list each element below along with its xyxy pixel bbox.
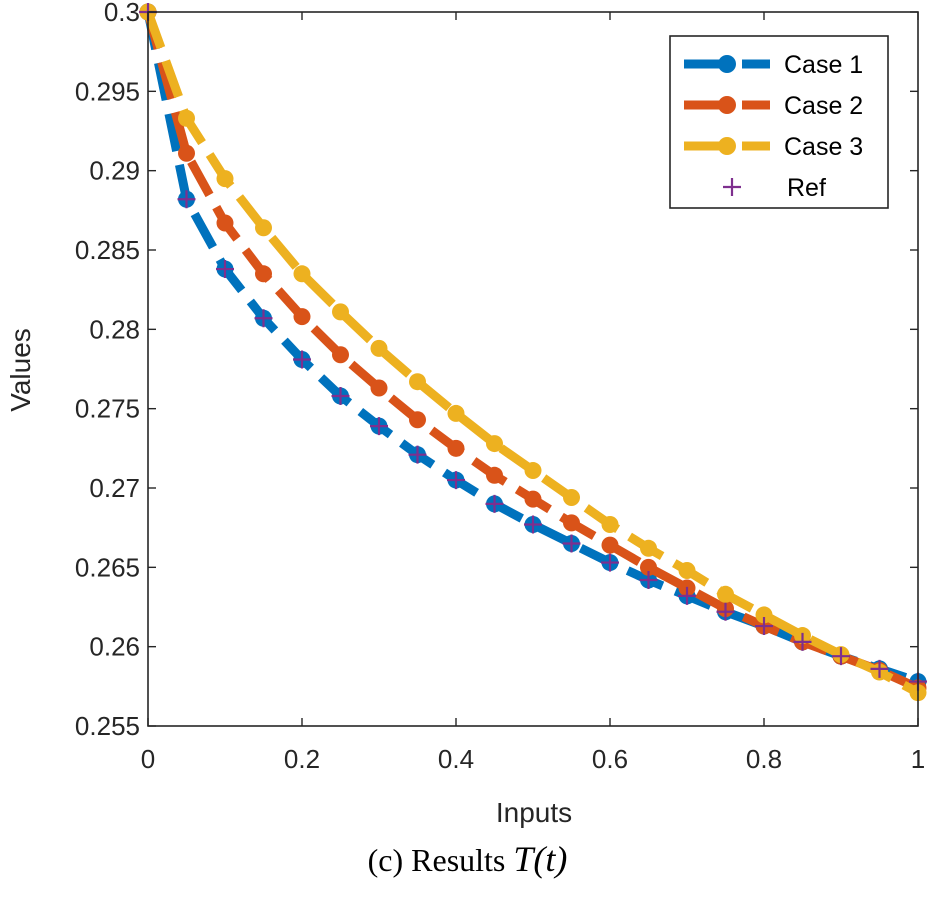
caption-prefix: (c) Results	[367, 842, 514, 878]
y-tick-label: 0.295	[75, 76, 140, 106]
legend-swatch-marker	[718, 137, 736, 155]
series-line	[143, 11, 920, 686]
legend-label: Case 3	[784, 133, 863, 161]
data-point	[601, 515, 619, 533]
data-point	[447, 404, 465, 422]
data-point	[332, 346, 349, 364]
data-point	[601, 536, 619, 554]
data-point	[793, 632, 812, 651]
data-point	[486, 466, 503, 484]
data-point	[255, 219, 272, 237]
caption-math: T(t)	[513, 839, 568, 879]
y-tick-label: 0.3	[104, 0, 140, 27]
series-line	[143, 10, 921, 697]
data-point	[178, 144, 195, 162]
data-point	[216, 214, 234, 232]
legend-label: Case 1	[784, 51, 863, 79]
data-point	[409, 373, 426, 391]
y-tick-label: 0.28	[89, 314, 140, 344]
x-tick-label: 0.6	[592, 744, 628, 774]
data-point	[870, 659, 889, 678]
data-point	[639, 571, 658, 590]
data-point	[832, 647, 850, 666]
data-point	[486, 435, 503, 453]
data-point	[447, 439, 465, 457]
y-tick-label: 0.265	[75, 552, 140, 582]
data-point	[255, 265, 272, 283]
data-point	[524, 490, 542, 508]
data-point	[678, 586, 696, 605]
data-point	[332, 303, 349, 321]
data-point	[293, 308, 311, 326]
axes-frame	[147, 11, 919, 727]
legend-entry-case-2: Case 2	[684, 92, 863, 120]
data-point	[409, 411, 426, 429]
axes: 0 0.2 0.4 0.6 0.8 1 0.255 0.26 0.265 0.27 0.275 0.2…	[75, 0, 925, 774]
data-point	[178, 109, 195, 127]
figure-caption: (c) Results T(t)	[0, 838, 935, 880]
data-point	[254, 309, 273, 328]
data-point	[755, 606, 773, 624]
y-tick-label: 0.26	[89, 632, 140, 662]
y-tick-label: 0.27	[89, 473, 140, 503]
data-point	[216, 260, 234, 279]
data-point	[293, 265, 311, 283]
data-point	[640, 558, 657, 576]
data-point	[370, 417, 388, 436]
data-point	[678, 562, 696, 580]
legend-entry-case-3: Case 3	[684, 133, 863, 161]
y-tick-label: 0.255	[75, 711, 140, 741]
y-axis-title: Values	[5, 328, 36, 412]
data-point	[331, 386, 350, 405]
data-point	[177, 190, 196, 209]
legend-label: Case 2	[784, 92, 863, 120]
x-axis-title: Inputs	[496, 797, 572, 828]
data-point	[447, 471, 465, 490]
data-point	[640, 539, 657, 557]
legend: Case 1 Case 2 Case 3 Ref	[669, 35, 889, 209]
x-tick-label: 0.2	[284, 744, 320, 774]
data-point	[408, 445, 427, 464]
line-chart: 0 0.2 0.4 0.6 0.8 1 0.255 0.26 0.265 0.27 0.275 0.2…	[5, 0, 927, 828]
x-tick-label: 1	[911, 744, 925, 774]
data-point	[524, 515, 542, 534]
legend-swatch-marker	[723, 178, 741, 196]
legend-entry-case-1: Case 1	[684, 51, 863, 79]
data-point	[562, 534, 581, 553]
data-point	[717, 585, 734, 603]
series-ref	[139, 3, 927, 691]
legend-label: Ref	[787, 174, 826, 202]
data-point	[485, 494, 504, 513]
data-point	[563, 514, 580, 532]
data-point	[293, 350, 311, 369]
data-point	[370, 379, 388, 397]
data-point	[370, 339, 388, 357]
y-tick-label: 0.285	[75, 235, 140, 265]
legend-entry-ref: Ref	[723, 174, 826, 202]
data-point	[755, 617, 773, 636]
data-point	[601, 553, 619, 572]
y-tick-label: 0.275	[75, 394, 140, 424]
legend-swatch-marker	[718, 96, 736, 114]
data-point	[524, 462, 542, 480]
x-tick-label: 0.4	[438, 744, 474, 774]
data-point	[216, 170, 234, 188]
x-tick-label: 0.8	[746, 744, 782, 774]
legend-swatch-marker	[718, 55, 736, 73]
data-point	[716, 602, 735, 621]
data-point	[563, 489, 580, 507]
y-tick-label: 0.29	[89, 156, 140, 186]
x-tick-label: 0	[141, 744, 155, 774]
